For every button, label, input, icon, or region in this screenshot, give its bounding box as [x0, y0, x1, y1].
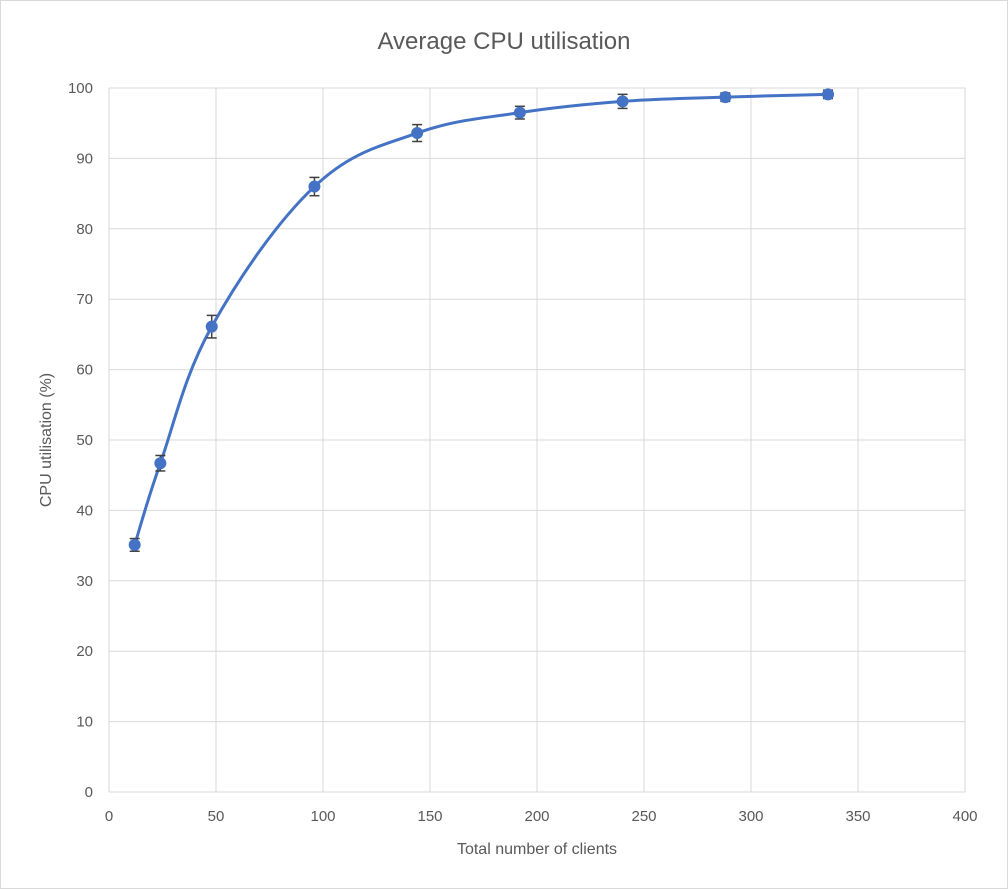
series-layer [128, 88, 835, 552]
data-point [205, 320, 218, 333]
chart-title: Average CPU utilisation [377, 28, 630, 55]
y-tick-label: 20 [76, 643, 93, 660]
data-point [154, 457, 167, 470]
grid-layer [108, 87, 966, 793]
data-point [513, 106, 526, 119]
x-tick-label: 200 [524, 808, 549, 825]
y-tick-label: 90 [76, 150, 93, 167]
x-tick-label: 250 [631, 808, 656, 825]
x-tick-label: 400 [952, 808, 977, 825]
x-tick-label: 100 [310, 808, 335, 825]
y-tick-label: 70 [76, 291, 93, 308]
x-axis-label: Total number of clients [457, 841, 617, 858]
x-tick-label: 150 [417, 808, 442, 825]
x-tick-label: 50 [208, 808, 225, 825]
y-tick-label: 30 [76, 573, 93, 590]
data-point [822, 88, 835, 101]
x-tick-label: 350 [845, 808, 870, 825]
y-tick-label: 50 [76, 432, 93, 449]
y-tick-label: 10 [76, 714, 93, 731]
y-tick-label: 100 [68, 80, 93, 97]
y-tick-label: 60 [76, 362, 93, 379]
data-point [411, 127, 424, 140]
y-axis-label: CPU utilisation (%) [38, 373, 55, 507]
x-tick-label: 0 [105, 808, 113, 825]
data-point [308, 180, 321, 193]
y-tick-label: 0 [85, 784, 93, 801]
y-tick-label: 40 [76, 502, 93, 519]
data-point [616, 95, 629, 108]
data-point [719, 91, 732, 104]
tick-layer: 0 10 20 30 40 50 60 70 80 90 100 0 50 100 150 200 250 300… [68, 80, 978, 825]
data-point [128, 538, 141, 551]
x-tick-label: 300 [738, 808, 763, 825]
series-line [133, 92, 829, 546]
y-tick-label: 80 [76, 221, 93, 238]
